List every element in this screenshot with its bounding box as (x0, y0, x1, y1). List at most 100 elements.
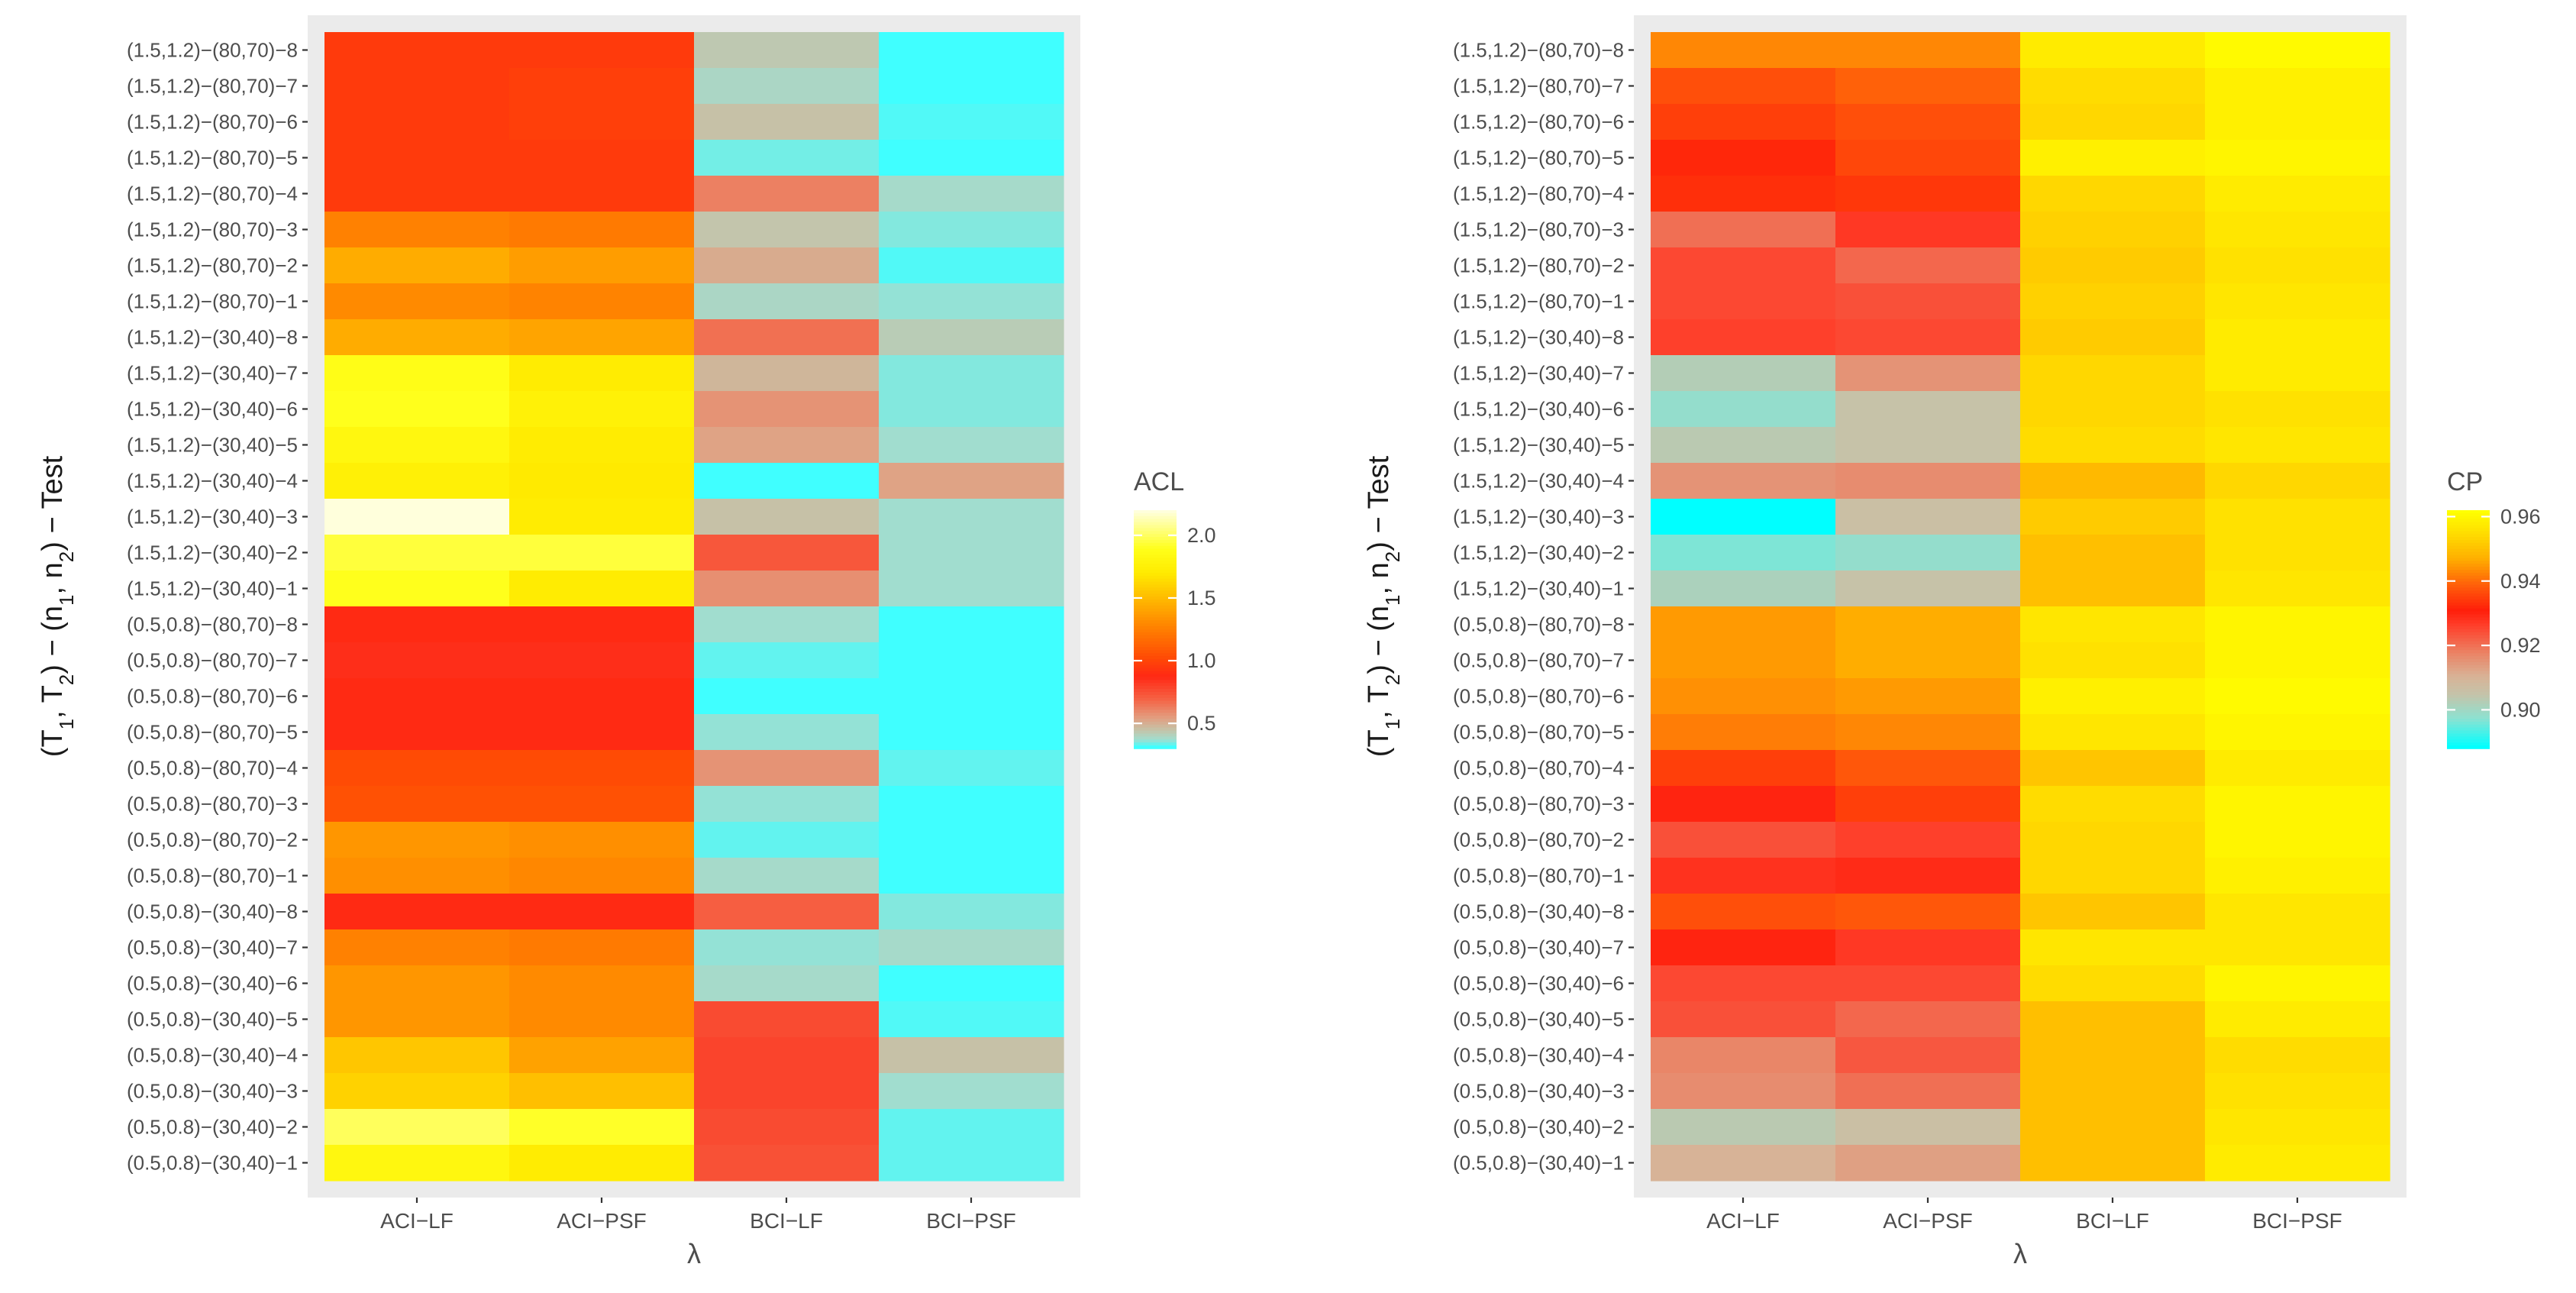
colorbar-segment (1134, 647, 1177, 651)
heatmap-cell (2020, 176, 2206, 212)
y-tick-label: (1.5,1.2)−(30,40)−2 (127, 541, 298, 564)
heatmap-cell (1651, 1145, 1836, 1181)
heatmap-cell (879, 606, 1064, 643)
heatmap-cell (1651, 894, 1836, 930)
colorbar-segment (2447, 710, 2490, 713)
colorbar-segment (2447, 700, 2490, 705)
colorbar-segment (1134, 677, 1177, 681)
colorbar-segment (2447, 528, 2490, 532)
heatmap-cell (1651, 786, 1836, 823)
heatmap-cell (324, 1001, 510, 1038)
heatmap-cell (2020, 965, 2206, 1002)
y-tick-label: (0.5,0.8)−(80,70)−4 (1453, 757, 1624, 780)
colorbar-segment (1134, 605, 1177, 609)
colorbar-segment (1134, 596, 1177, 600)
cp-heatmap-panel: (1.5,1.2)−(80,70)−8 (1.5,1.2)−(80,70)−7 (1… (1363, 15, 2541, 1269)
colorbar-tick-label: 0.90 (2500, 698, 2541, 721)
heatmap-cell (2020, 355, 2206, 392)
heatmap-cell (2205, 319, 2390, 356)
y-tick-label: (1.5,1.2)−(30,40)−3 (127, 506, 298, 529)
colorbar-segment (2447, 653, 2490, 657)
colorbar-segment (1134, 558, 1177, 562)
x-tick-label: BCI−PSF (926, 1209, 1015, 1233)
colorbar-segment (1134, 686, 1177, 690)
heatmap-cell (2020, 714, 2206, 751)
colorbar-segment (2447, 600, 2490, 603)
colorbar-segment (1134, 623, 1177, 627)
colorbar-tick-label: 1.0 (1187, 649, 1216, 672)
colorbar-segment (2447, 596, 2490, 600)
colorbar-segment (1134, 742, 1177, 746)
heatmap-cell (324, 535, 510, 571)
colorbar-segment (2447, 677, 2490, 681)
heatmap-cell (879, 750, 1064, 787)
y-tick-label: (1.5,1.2)−(80,70)−8 (1453, 39, 1624, 62)
heatmap-cell (1835, 678, 2021, 715)
heatmap-cell (1835, 391, 2021, 428)
heatmap-cell (324, 965, 510, 1002)
heatmap-cell (879, 176, 1064, 212)
colorbar-segment (1134, 719, 1177, 722)
colorbar-segment (2447, 650, 2490, 654)
heatmap-cell (694, 642, 880, 679)
heatmap-cell (2020, 499, 2206, 535)
heatmap-cell (2205, 499, 2390, 535)
y-tick-label: (0.5,0.8)−(30,40)−2 (127, 1116, 298, 1139)
heatmap-cells (324, 32, 1064, 1181)
heatmap-cell (2205, 714, 2390, 751)
heatmap-cell (1651, 355, 1836, 392)
colorbar-segment (1134, 590, 1177, 594)
colorbar-segment (2447, 638, 2490, 642)
colorbar-segment (2447, 706, 2490, 711)
heatmap-cell (509, 355, 695, 392)
heatmap-cell (509, 786, 695, 823)
colorbar-segment (2447, 578, 2490, 583)
heatmap-cell (2205, 427, 2390, 464)
colorbar-segment (1134, 537, 1177, 541)
colorbar-segment (1134, 578, 1177, 583)
colorbar-segment (2447, 540, 2490, 544)
colorbar-segment (2447, 697, 2490, 702)
colorbar-segment (1134, 519, 1177, 523)
heatmap-cell (324, 391, 510, 428)
colorbar-segment (1134, 522, 1177, 526)
heatmap-cell (2205, 140, 2390, 176)
colorbar-segment (2447, 664, 2490, 669)
colorbar-segment (1134, 664, 1177, 669)
heatmap-cell (324, 68, 510, 105)
colorbar-segment (2447, 739, 2490, 743)
y-tick-label: (0.5,0.8)−(80,70)−5 (1453, 721, 1624, 744)
y-tick-label: (0.5,0.8)−(30,40)−7 (1453, 936, 1624, 959)
colorbar-segment (2447, 522, 2490, 526)
colorbar-segment (2447, 661, 2490, 666)
heatmap-cell (879, 283, 1064, 320)
heatmap-cell (879, 1001, 1064, 1038)
colorbar-segment (1134, 739, 1177, 743)
heatmap-cell (2205, 965, 2390, 1002)
heatmap-cell (1835, 212, 2021, 248)
heatmap-cell (879, 499, 1064, 535)
heatmap-cell (694, 750, 880, 787)
heatmap-cell (1835, 714, 2021, 751)
colorbar-tick-label: 0.5 (1187, 712, 1216, 735)
heatmap-cell (1835, 642, 2021, 679)
heatmap-cell (2020, 427, 2206, 464)
y-tick-label: (0.5,0.8)−(30,40)−7 (127, 936, 298, 959)
heatmap-cell (2205, 176, 2390, 212)
heatmap-cell (1651, 535, 1836, 571)
heatmap-cell (879, 1073, 1064, 1110)
colorbar-segment (2447, 545, 2490, 550)
y-tick-label: (1.5,1.2)−(30,40)−3 (1453, 506, 1624, 529)
colorbar-segment (1134, 656, 1177, 660)
y-tick-label: (1.5,1.2)−(30,40)−5 (1453, 434, 1624, 457)
colorbar-segment (2447, 516, 2490, 520)
heatmap-cell (324, 247, 510, 284)
colorbar-segment (1134, 575, 1177, 580)
heatmap-cell (694, 104, 880, 141)
heatmap-cell (2205, 822, 2390, 858)
heatmap-cell (694, 283, 880, 320)
y-tick-label: (0.5,0.8)−(30,40)−2 (1453, 1116, 1624, 1139)
y-tick-label: (0.5,0.8)−(30,40)−8 (127, 900, 298, 923)
heatmap-cell (1835, 571, 2021, 607)
heatmap-cell (509, 104, 695, 141)
